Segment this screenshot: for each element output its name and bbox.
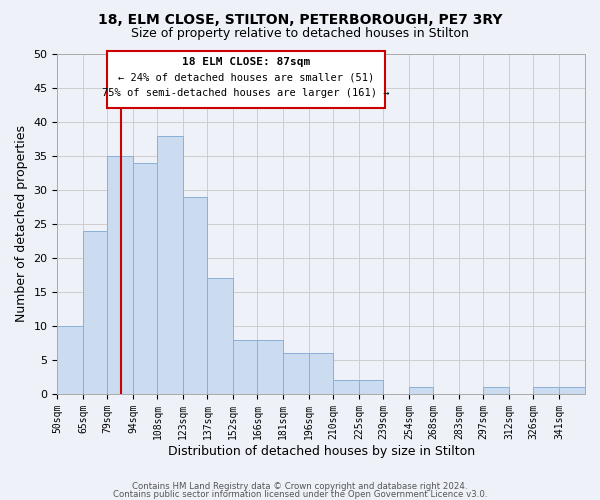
Bar	[309, 353, 333, 394]
Text: Contains public sector information licensed under the Open Government Licence v3: Contains public sector information licen…	[113, 490, 487, 499]
Bar	[257, 340, 283, 394]
Bar	[208, 278, 233, 394]
Bar	[559, 387, 585, 394]
Bar	[483, 387, 509, 394]
Y-axis label: Number of detached properties: Number of detached properties	[15, 126, 28, 322]
Text: 18 ELM CLOSE: 87sqm: 18 ELM CLOSE: 87sqm	[182, 58, 310, 68]
Bar	[183, 197, 208, 394]
Bar	[107, 156, 133, 394]
Text: Size of property relative to detached houses in Stilton: Size of property relative to detached ho…	[131, 28, 469, 40]
Bar	[283, 353, 309, 394]
Bar	[409, 387, 433, 394]
Bar	[58, 326, 83, 394]
Bar	[157, 136, 183, 394]
Bar	[233, 340, 257, 394]
Bar	[333, 380, 359, 394]
Text: 18, ELM CLOSE, STILTON, PETERBOROUGH, PE7 3RY: 18, ELM CLOSE, STILTON, PETERBOROUGH, PE…	[98, 12, 502, 26]
Bar	[533, 387, 559, 394]
FancyBboxPatch shape	[107, 50, 385, 108]
Bar	[133, 163, 157, 394]
Text: Contains HM Land Registry data © Crown copyright and database right 2024.: Contains HM Land Registry data © Crown c…	[132, 482, 468, 491]
Bar	[83, 231, 107, 394]
Text: 75% of semi-detached houses are larger (161) →: 75% of semi-detached houses are larger (…	[103, 88, 390, 98]
Text: ← 24% of detached houses are smaller (51): ← 24% of detached houses are smaller (51…	[118, 72, 374, 83]
X-axis label: Distribution of detached houses by size in Stilton: Distribution of detached houses by size …	[167, 444, 475, 458]
Bar	[359, 380, 383, 394]
